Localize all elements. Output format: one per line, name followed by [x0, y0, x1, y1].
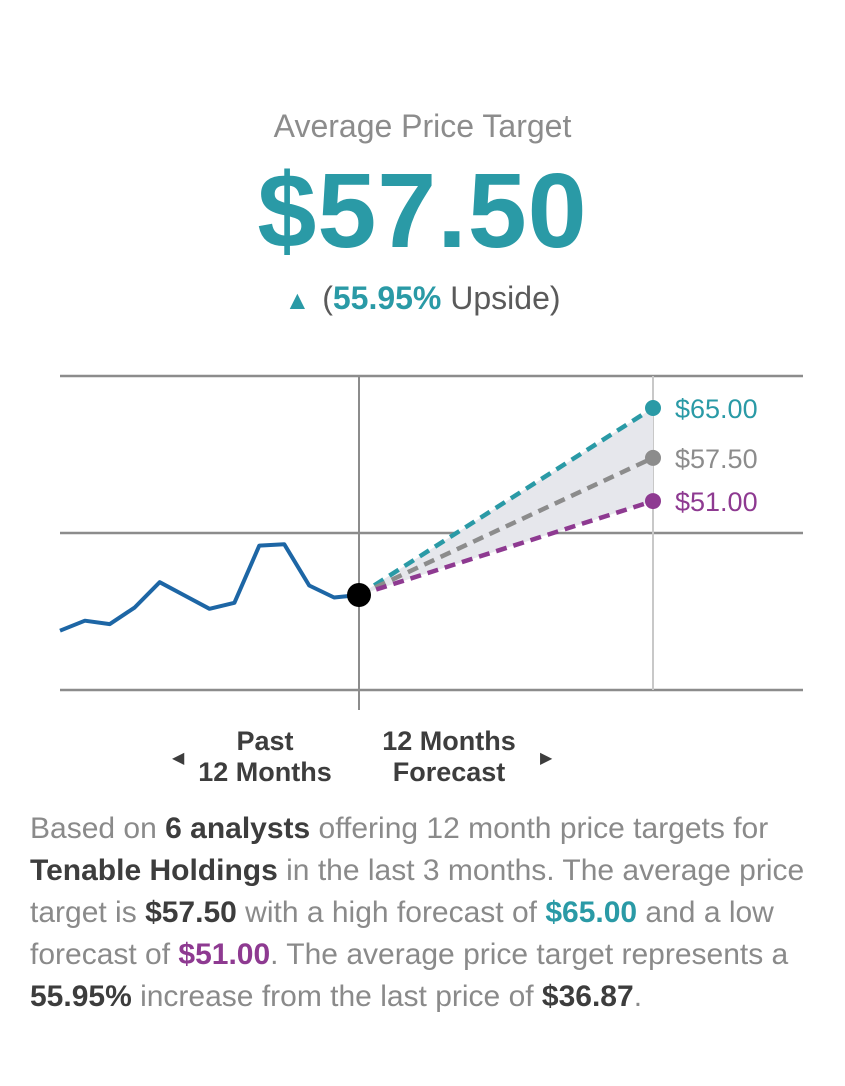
desc-text: with a high forecast of: [236, 896, 546, 929]
past-period-label: Past 12 Months: [190, 726, 340, 788]
forecast-point-average: [645, 449, 661, 466]
last-price-point: [347, 583, 371, 607]
desc-text: Based on: [30, 812, 166, 845]
desc-company: Tenable Holdings: [30, 854, 278, 887]
average-price-target-label: Average Price Target: [273, 108, 572, 144]
upside-word: Upside): [441, 280, 561, 316]
forecast-point-low: [645, 493, 661, 510]
desc-average: $57.50: [145, 896, 237, 929]
average-price-target-value: $57.50: [257, 152, 588, 270]
price-target-chart: $65.00 $57.50 $51.00: [59, 374, 803, 710]
forecast-line-low: [358, 498, 654, 598]
desc-text: and a low forecast of: [30, 896, 774, 971]
forecast-period-label: 12 Months Forecast: [364, 726, 534, 788]
upside-open-paren: (: [322, 280, 333, 316]
forecast-labels: $65.00 $57.50 $51.00: [675, 394, 758, 517]
forecast-label-high: $65.00: [675, 394, 758, 424]
desc-text: .: [633, 980, 643, 1013]
forecast-series: [347, 400, 661, 607]
price-target-header: Average Price Target $57.50 ▲ (55.95% Ups…: [0, 104, 845, 320]
forecast-line-average: [358, 455, 654, 598]
desc-high: $65.00: [545, 896, 638, 929]
history-price-line: [59, 542, 360, 633]
past-period-line-2: 12 Months: [198, 757, 332, 787]
chart-grid: [60, 374, 803, 710]
forecast-line-high: [357, 406, 655, 597]
desc-text: . The average price target represents a: [270, 938, 789, 971]
desc-text: in the last 3 months. The average price …: [30, 854, 805, 929]
forecast-period-line-1: 12 Months: [382, 726, 516, 756]
past-period-line-1: Past: [236, 726, 294, 756]
up-arrow-icon: ▲: [284, 285, 311, 315]
desc-text: increase from the last price of: [131, 980, 542, 1013]
forecast-label-average: $57.50: [675, 444, 758, 474]
upside-indicator: ▲ (55.95% Upside): [0, 278, 845, 320]
forecast-label-low: $51.00: [675, 487, 758, 517]
desc-low: $51.00: [178, 938, 271, 971]
forecast-point-high: [645, 400, 661, 416]
upside-percent: 55.95%: [332, 280, 442, 316]
desc-last-price: $36.87: [541, 980, 634, 1013]
scroll-left-arrow-icon[interactable]: ◀: [172, 750, 185, 767]
price-target-description: Based on 6 analysts offering 12 month pr…: [30, 808, 820, 1018]
forecast-period-line-2: Forecast: [392, 757, 506, 787]
history-series: [59, 542, 360, 633]
desc-percent: 55.95%: [30, 980, 132, 1013]
desc-text: offering 12 month price targets for: [310, 812, 769, 845]
scroll-right-arrow-icon[interactable]: ▶: [540, 750, 553, 767]
desc-analysts: 6 analysts: [165, 812, 311, 845]
